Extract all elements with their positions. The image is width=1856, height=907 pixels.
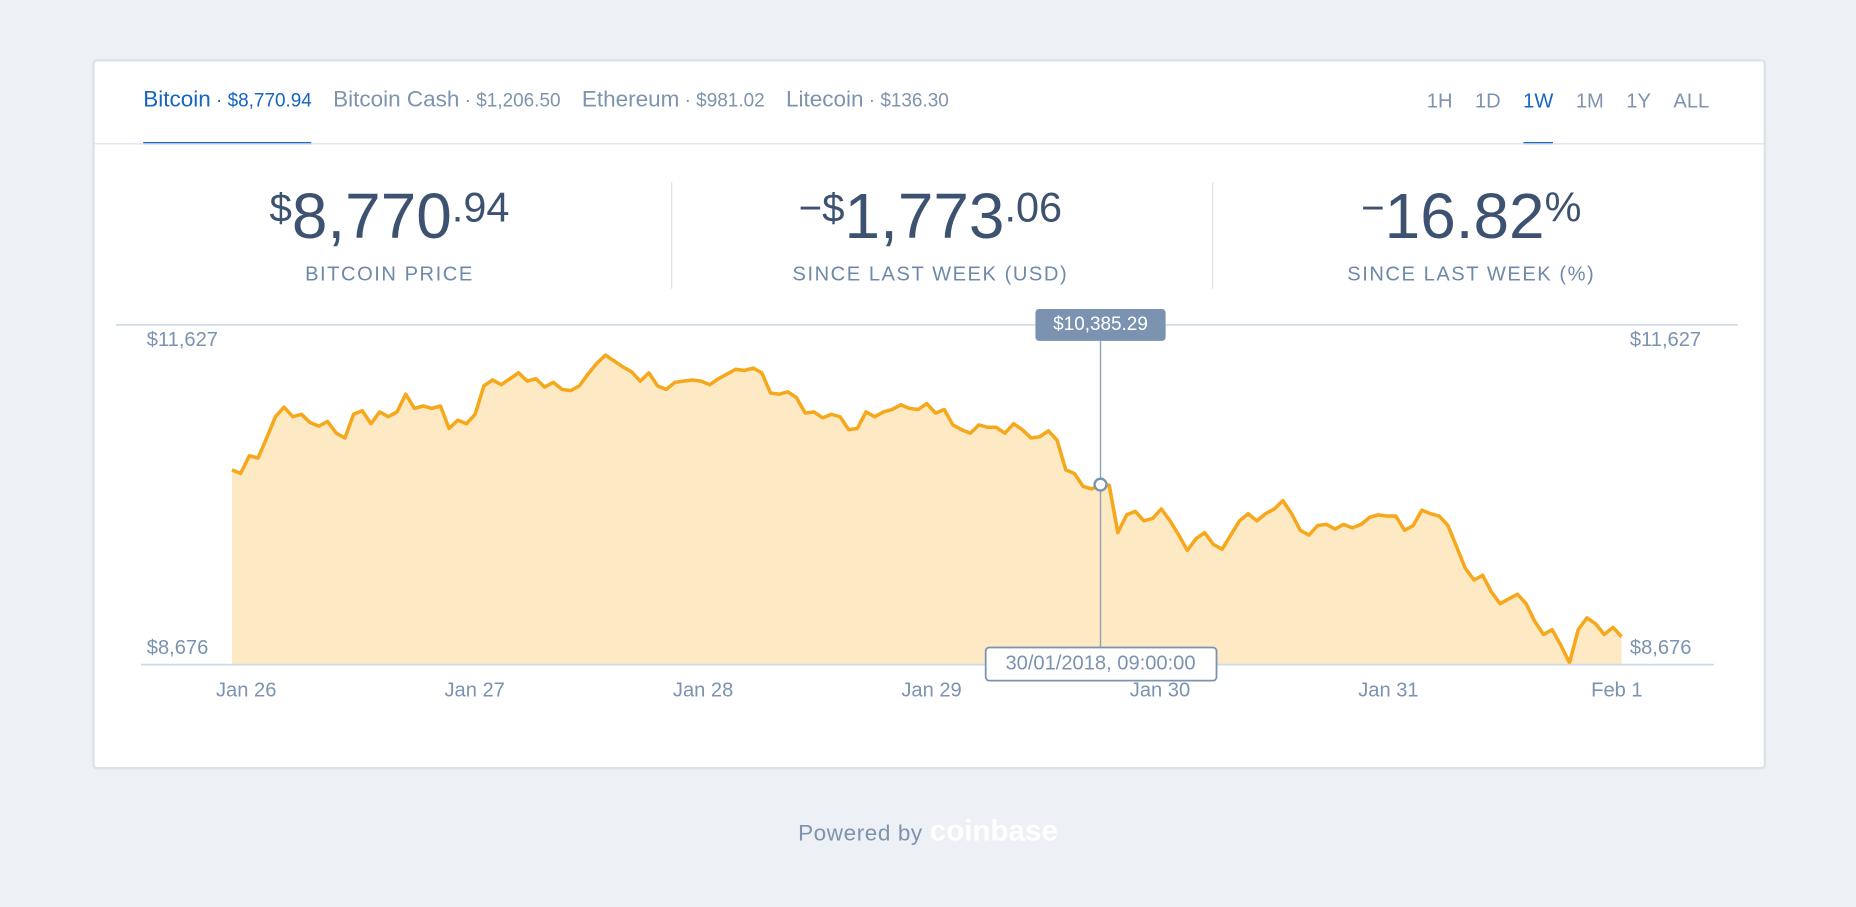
period-tab[interactable]: ALL xyxy=(1673,89,1710,113)
tooltip-value: $10,385.29 xyxy=(1053,314,1148,335)
stat-value: −16.82% xyxy=(1201,180,1741,253)
period-tab[interactable]: 1M xyxy=(1575,89,1604,113)
x-tick-label: Feb 1 xyxy=(1591,680,1642,702)
x-tick-label: Jan 27 xyxy=(444,680,504,702)
stat-main: 1,773 xyxy=(844,181,1005,253)
period-tab[interactable]: 1D xyxy=(1474,89,1501,113)
time-box xyxy=(984,646,1218,682)
divider xyxy=(1212,182,1214,289)
currency-tab[interactable]: Ethereum · $981.02 xyxy=(582,88,765,145)
tab-separator: · xyxy=(684,91,691,112)
stat-label: SINCE LAST WEEK (USD) xyxy=(792,262,1069,286)
x-tick-label: Jan 26 xyxy=(216,680,276,702)
footer-text: Powered by xyxy=(798,821,923,847)
stat-value: $8,770.94 xyxy=(120,180,660,253)
period-tab[interactable]: 1H xyxy=(1426,89,1453,113)
tab-name: Litecoin xyxy=(785,87,864,113)
period-tabs: 1H 1D 1W 1M 1Y ALL xyxy=(1426,89,1710,145)
y-tick-label: $11,627 xyxy=(1630,329,1701,351)
stat-main: 8,770 xyxy=(291,181,452,253)
stat-value: −$1,773.06 xyxy=(660,180,1200,253)
tab-price: $8,770.94 xyxy=(227,91,312,112)
area-fill xyxy=(231,355,1622,665)
currency-tab[interactable]: Litecoin · $136.30 xyxy=(786,88,949,145)
stat: −$1,773.06 SINCE LAST WEEK (USD) xyxy=(660,180,1200,287)
y-tick-label: $11,627 xyxy=(147,329,218,351)
stat-decimals: .06 xyxy=(1004,184,1063,231)
price-line xyxy=(231,353,1623,665)
tab-name: Ethereum xyxy=(581,87,680,113)
tooltip-box xyxy=(1035,308,1166,341)
tooltip-time: 30/01/2018, 09:00:00 xyxy=(1005,652,1195,674)
tab-separator: · xyxy=(464,91,471,112)
currency-tab[interactable]: Bitcoin Cash · $1,206.50 xyxy=(333,88,560,145)
tab-separator: · xyxy=(216,91,223,112)
tab-separator: · xyxy=(868,91,876,112)
x-tick-label: Jan 31 xyxy=(1358,680,1418,702)
divider xyxy=(94,143,1764,145)
stat-prefix: $ xyxy=(269,185,292,231)
x-tick-label: Jan 28 xyxy=(673,680,733,702)
tab-price: $136.30 xyxy=(880,91,949,112)
tab-name: Bitcoin Cash xyxy=(333,87,460,113)
stat-label: SINCE LAST WEEK (%) xyxy=(1347,262,1596,286)
y-tick-label: $8,676 xyxy=(147,637,209,659)
divider xyxy=(671,182,673,289)
x-tick-label: Jan 29 xyxy=(901,680,961,702)
y-tick-label: $8,676 xyxy=(1630,637,1692,659)
tab-price: $981.02 xyxy=(696,91,765,112)
stat-suffix: % xyxy=(1544,184,1582,231)
stat-label: BITCOIN PRICE xyxy=(305,262,474,286)
currency-tabs: Bitcoin · $8,770.94 Bitcoin Cash · $1,206… xyxy=(143,88,949,145)
stat: −16.82% SINCE LAST WEEK (%) xyxy=(1201,180,1741,287)
tab-name: Bitcoin xyxy=(143,87,211,113)
x-tick-label: Jan 30 xyxy=(1130,680,1190,702)
brand: coinbase xyxy=(929,814,1058,848)
period-tab[interactable]: 1Y xyxy=(1626,89,1651,113)
stat-prefix: − xyxy=(1361,185,1385,231)
tab-price: $1,206.50 xyxy=(476,91,561,112)
stat: $8,770.94 BITCOIN PRICE xyxy=(120,180,660,287)
stat-prefix: −$ xyxy=(798,185,845,231)
stat-main: 16.82 xyxy=(1384,181,1545,253)
hover-point xyxy=(1093,477,1108,492)
stat-decimals: .94 xyxy=(451,184,510,231)
footer: Powered by coinbase xyxy=(0,814,1856,848)
